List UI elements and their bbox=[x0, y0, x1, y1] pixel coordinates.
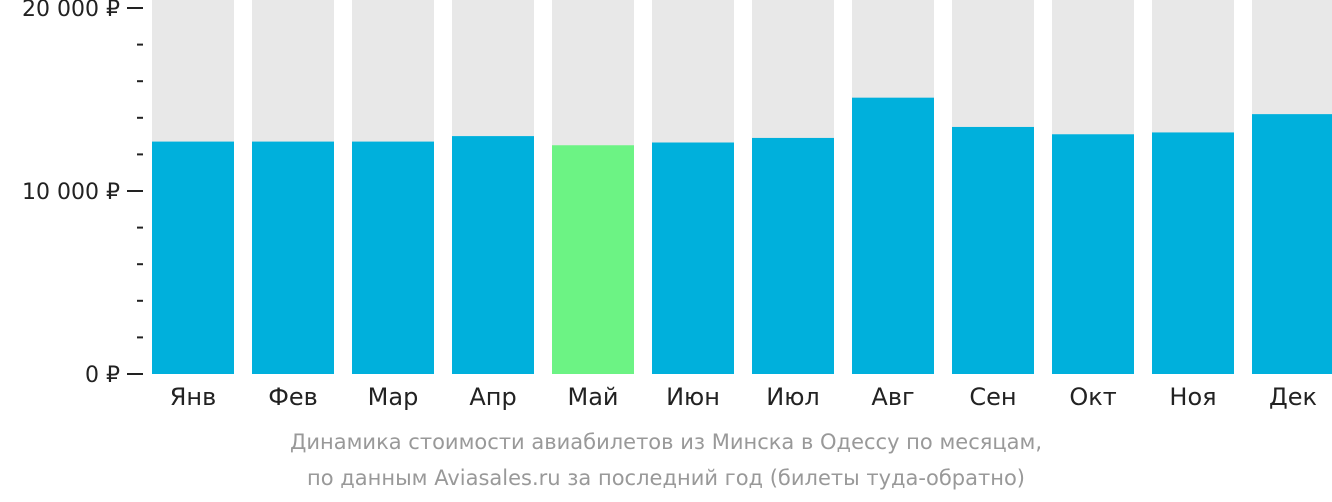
bars bbox=[152, 97, 1332, 375]
y-tick-label: 0 ₽ bbox=[85, 363, 120, 388]
bar-3 bbox=[352, 141, 434, 374]
bar-9 bbox=[952, 126, 1034, 374]
x-tick-label: Мар bbox=[368, 383, 419, 411]
bar-6 bbox=[652, 142, 734, 374]
bar-12 bbox=[1252, 114, 1332, 374]
bar-4 bbox=[452, 136, 534, 374]
x-tick-label: Янв bbox=[170, 383, 217, 411]
x-tick-label: Июл bbox=[766, 383, 820, 411]
y-axis: 0 ₽ 10 000 ₽ 20 000 ₽ bbox=[22, 0, 143, 388]
chart-caption-line-1: Динамика стоимости авиабилетов из Минска… bbox=[289, 430, 1043, 454]
x-tick-label: Май bbox=[567, 383, 618, 411]
x-tick-label: Фев bbox=[268, 383, 318, 411]
x-tick-label: Апр bbox=[469, 383, 516, 411]
bar-11 bbox=[1152, 132, 1234, 374]
y-tick-label: 10 000 ₽ bbox=[22, 180, 120, 205]
price-bar-chart: 0 ₽ 10 000 ₽ 20 000 ₽ Янв Фев Мар Апр Май Июн Ию… bbox=[22, 0, 1332, 411]
bar-1 bbox=[152, 141, 234, 374]
x-tick-label: Окт bbox=[1069, 383, 1116, 411]
x-tick-label: Сен bbox=[969, 383, 1016, 411]
x-tick-label: Ноя bbox=[1169, 383, 1216, 411]
bar-10 bbox=[1052, 134, 1134, 374]
bar-8 bbox=[852, 97, 934, 375]
y-tick-label: 20 000 ₽ bbox=[22, 0, 120, 22]
chart-caption-line-2: по данным Aviasales.ru за последний год … bbox=[307, 466, 1025, 490]
x-tick-label: Дек bbox=[1269, 383, 1317, 411]
x-axis: Янв Фев Мар Апр Май Июн Июл Авг Сен Окт Ноя Дек bbox=[170, 383, 1317, 411]
x-tick-label: Авг bbox=[871, 383, 914, 411]
x-tick-label: Июн bbox=[666, 383, 720, 411]
bar-2 bbox=[252, 141, 334, 374]
bar-7 bbox=[752, 137, 834, 374]
bar-5 bbox=[552, 145, 634, 374]
